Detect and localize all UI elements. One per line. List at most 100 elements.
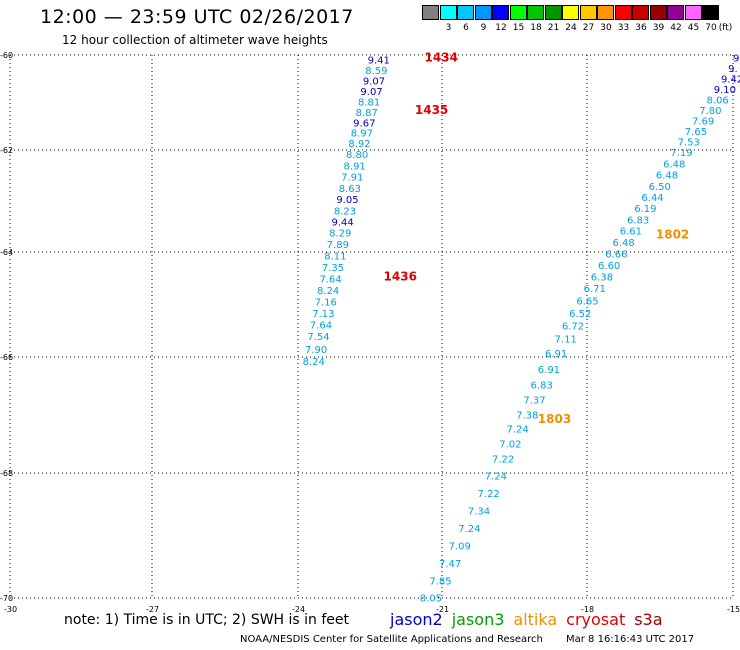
colorbar-label: 39 [652,23,665,33]
colorbar-swatch [422,5,439,20]
wave-height-value: 8.29 [329,229,351,240]
colorbar-label: 42 [670,23,682,33]
wave-height-value: 7.22 [478,489,500,500]
wave-height-value: 7.38 [516,410,538,421]
colorbar-swatch [667,5,684,20]
wave-height-value: 6.19 [634,204,656,215]
wave-height-value: 9.44 [331,217,353,228]
colorbar-label: 9 [480,23,487,33]
wave-height-value: 7.02 [499,439,521,450]
colorbar-label: 36 [635,23,647,33]
wave-height-value: 7.69 [692,116,714,127]
colorbar-swatch [684,5,702,20]
colorbar-label: 12 [495,23,507,33]
wave-height-value: 7.24 [485,471,507,482]
wave-height-value: 8.06 [706,95,728,106]
page-subtitle: 12 hour collection of altimeter wave hei… [62,33,328,47]
wave-height-value: 7.37 [523,395,545,406]
legend-item-cryosat: cryosat [566,610,626,629]
wave-height-value: 7.64 [310,321,332,332]
colorbar-label: 6 [463,23,469,33]
pass-time-label: 1435 [415,103,448,117]
x-tick-label: -24 [292,605,305,614]
x-tick-label: -15 [727,605,740,614]
wave-height-value: 6.52 [569,309,591,320]
wave-height-value: 8.80 [346,150,368,161]
colorbar-swatch [702,5,719,20]
wave-height-value: 6.48 [656,171,678,182]
x-tick-label: -27 [146,605,159,614]
wave-height-value: 7.89 [327,240,349,251]
legend-item-s3a: s3a [634,610,663,629]
y-tick-label: -66 [0,353,13,362]
colorbar-swatch [649,5,667,20]
wave-height-value: 8.87 [356,108,378,119]
colorbar-swatch [439,5,457,20]
wave-height-value: 7.54 [307,332,329,343]
colorbar-swatch [527,5,544,20]
wave-height-value: 6.83 [531,380,553,391]
wave-height-value: 6.83 [627,215,649,226]
wave-height-value: 6.71 [584,284,606,295]
colorbar-label: 27 [582,23,595,33]
legend-item-jason3: jason3 [451,610,505,629]
x-tick-label: -21 [436,605,449,614]
wave-height-value: 8.11 [324,251,346,262]
colorbar-swatch [457,5,474,20]
wave-height-value: 6.65 [576,297,598,308]
colorbar-swatch [579,5,597,20]
wave-height-value: 9 [733,54,739,65]
wave-height-value: 8.24 [303,357,325,368]
colorbar-label: 24 [565,23,577,33]
x-tick-label: -18 [581,605,594,614]
wave-height-value: 6.60 [598,261,620,272]
legend-item-altika: altika [513,610,558,629]
wave-height-value: 6.48 [663,159,685,170]
wave-height-value: 9.67 [353,118,375,129]
pass-time-label: 1803 [538,412,571,426]
wave-height-value: 6.72 [562,322,584,333]
wave-height-value: 6.50 [649,182,671,193]
footer-credit: NOAA/NESDIS Center for Satellite Applica… [240,634,543,645]
wave-height-value: 8.59 [365,66,387,77]
wave-height-value: 9.07 [363,76,385,87]
wave-height-value: 9.42 [721,75,740,86]
wave-height-value: 7.85 [429,576,451,587]
wave-height-value: 9. [728,64,738,75]
colorbar-swatch [632,5,649,20]
wave-height-value: 8.81 [358,97,380,108]
wave-height-value: 7.80 [699,106,721,117]
wave-height-value: 6.91 [538,365,560,376]
wave-height-value: 7.16 [315,298,337,309]
satellite-legend: jason2 jason3 altika cryosat s3a [390,610,672,629]
wave-height-value: 8.92 [348,139,370,150]
wave-height-value: 7.11 [555,334,577,345]
wave-height-value: 9.10 [714,85,736,96]
colorbar-label: 45 [687,23,700,33]
colorbar-unit: (ft) [718,23,733,33]
wave-height-value: 7.91 [341,173,363,184]
wave-height-value: 7.13 [312,309,334,320]
wave-height-value: 6.66 [605,249,627,260]
footer-timestamp: Mar 8 16:16:43 UTC 2017 [566,634,695,645]
pass-time-label: 1436 [384,269,417,283]
colorbar-label: 3 [445,23,452,33]
colorbar-swatch [544,5,562,20]
pass-time-label: 1802 [656,228,689,242]
y-tick-label: -68 [0,469,13,478]
wave-height-value: 6.44 [641,193,663,204]
colorbar-swatch [614,5,632,20]
colorbar-swatch [509,5,527,20]
colorbar-label: 21 [547,23,560,33]
colorbar-swatch [492,5,509,20]
wave-height-value: 7.24 [506,424,528,435]
wave-height-value: 7.19 [670,148,692,159]
wave-height-value: 8.91 [344,161,366,172]
wave-height-value: 6.91 [545,349,567,360]
colorbar-label: 18 [530,23,542,33]
wave-height-value: 9.05 [336,195,358,206]
wave-height-value: 7.35 [322,263,344,274]
colorbar-swatch [474,5,492,20]
pass-time-label: 1434 [425,51,458,65]
wave-height-value: 6.48 [613,238,635,249]
